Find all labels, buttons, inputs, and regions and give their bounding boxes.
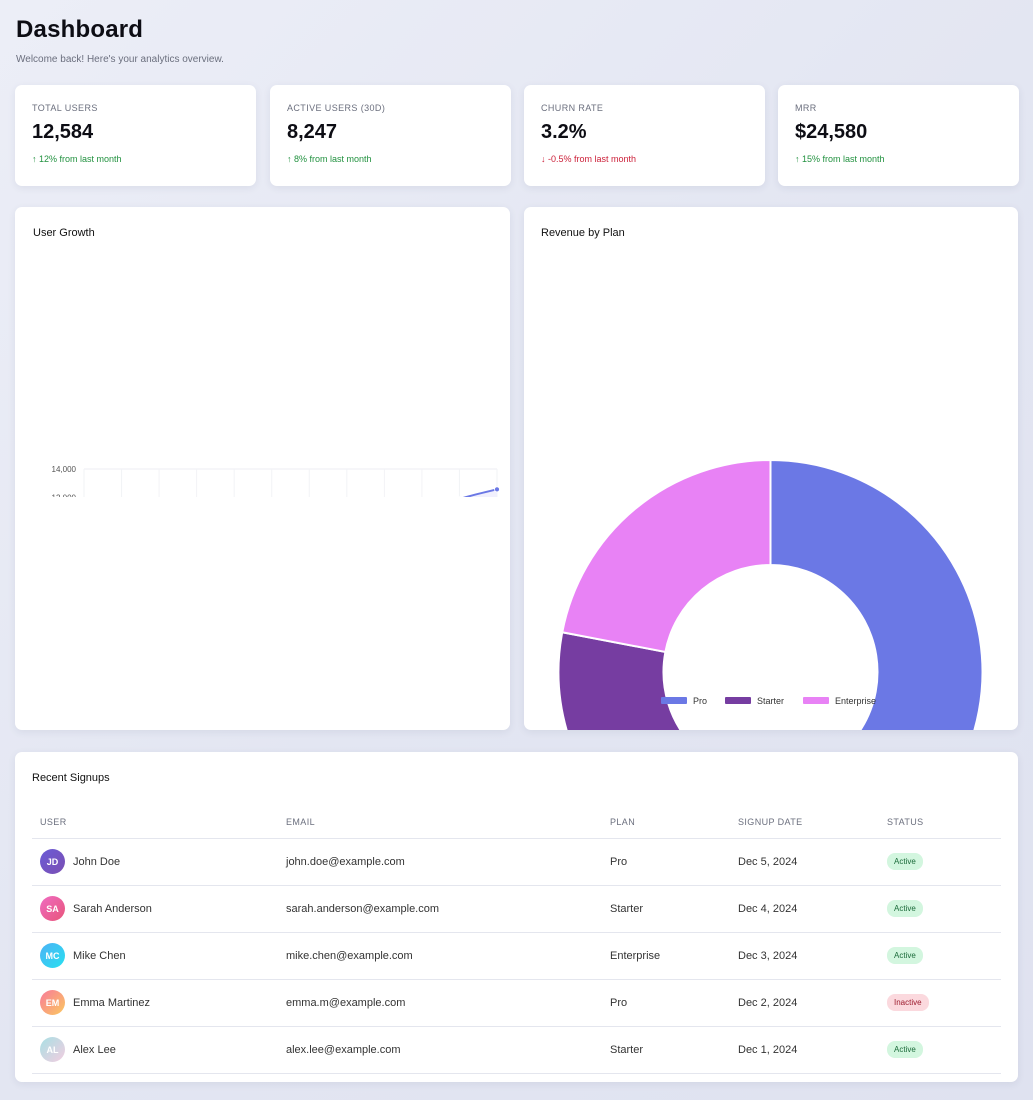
stat-label: TOTAL USERS: [32, 103, 98, 113]
table-row[interactable]: EM Emma Martinez emma.m@example.com Pro …: [32, 979, 1001, 1027]
user-name: Alex Lee: [73, 1043, 116, 1056]
slice-enterprise: [561, 458, 772, 654]
stat-change: ↑ 15% from last month: [795, 154, 885, 164]
user-cell: EM Emma Martinez: [40, 990, 278, 1015]
avatar: AL: [40, 1037, 65, 1062]
signup-date-cell: Dec 4, 2024: [730, 885, 879, 933]
status-badge: Active: [887, 853, 923, 870]
recent-signups-card: Recent Signups USER EMAIL PLAN SIGNUP DA…: [15, 752, 1018, 1082]
slice-pro: [769, 458, 984, 730]
series-line: [462, 488, 498, 497]
column-header-email[interactable]: EMAIL: [278, 806, 602, 839]
stat-label: MRR: [795, 103, 817, 113]
plan-cell: Pro: [602, 838, 730, 886]
stat-change: ↑ 12% from last month: [32, 154, 122, 164]
stat-label: CHURN RATE: [541, 103, 604, 113]
email-cell: alex.lee@example.com: [278, 1026, 602, 1074]
email-cell: john.doe@example.com: [278, 838, 602, 886]
user-cell: JD John Doe: [40, 849, 278, 874]
stat-card-total-users: TOTAL USERS 12,584 ↑ 12% from last month: [15, 85, 256, 186]
stat-value: 3.2%: [541, 121, 587, 143]
user-name: Sarah Anderson: [73, 902, 152, 915]
page-title: Dashboard: [16, 16, 144, 43]
legend-swatch-pro: [661, 697, 687, 704]
email-cell: mike.chen@example.com: [278, 932, 602, 980]
user-cell: AL Alex Lee: [40, 1037, 278, 1062]
stat-card-mrr: MRR $24,580 ↑ 15% from last month: [778, 85, 1019, 186]
y-tick-label: 12,000: [52, 494, 77, 497]
series-area: [466, 489, 497, 497]
data-point: [494, 486, 500, 493]
signup-date-cell: Dec 2, 2024: [730, 979, 879, 1027]
signup-date-cell: Dec 3, 2024: [730, 932, 879, 980]
status-badge: Active: [887, 947, 923, 964]
avatar: EM: [40, 990, 65, 1015]
status-badge: Active: [887, 1041, 923, 1058]
stat-value: 12,584: [32, 121, 94, 143]
page-header: Dashboard Welcome back! Here's your anal…: [16, 16, 224, 65]
stat-value: $24,580: [795, 121, 868, 143]
user-growth-card: User Growth 02,0004,0006,0008,00010,0001…: [15, 207, 510, 730]
legend-label-pro: Pro: [693, 696, 707, 706]
user-cell: MC Mike Chen: [40, 943, 278, 968]
revenue-by-plan-chart: Pro Starter Enterprise: [557, 458, 984, 730]
signups-table: USER EMAIL PLAN SIGNUP DATE STATUS JD Jo…: [32, 806, 1001, 1074]
recent-signups-title: Recent Signups: [32, 772, 110, 784]
page-subtitle: Welcome back! Here's your analytics over…: [16, 54, 224, 65]
user-growth-title: User Growth: [33, 227, 95, 239]
stat-card-active-users: ACTIVE USERS (30D) 8,247 ↑ 8% from last …: [270, 85, 511, 186]
stat-change: ↑ 8% from last month: [287, 154, 372, 164]
table-row[interactable]: MC Mike Chen mike.chen@example.com Enter…: [32, 932, 1001, 980]
avatar: SA: [40, 896, 65, 921]
user-name: Emma Martinez: [73, 996, 151, 1009]
user-growth-chart: 02,0004,0006,0008,00010,00012,00014,000J…: [52, 465, 500, 497]
avatar: MC: [40, 943, 65, 968]
plan-cell: Starter: [602, 885, 730, 933]
plan-cell: Starter: [602, 1026, 730, 1074]
status-badge: Inactive: [887, 994, 929, 1011]
revenue-by-plan-card: Revenue by Plan Pro Starter Enterprise: [524, 207, 1018, 730]
column-header-user[interactable]: USER: [32, 806, 278, 839]
signup-date-cell: Dec 5, 2024: [730, 838, 879, 886]
column-header-signup-date[interactable]: SIGNUP DATE: [730, 806, 879, 839]
stat-card-churn-rate: CHURN RATE 3.2% ↓ -0.5% from last month: [524, 85, 765, 186]
email-cell: emma.m@example.com: [278, 979, 602, 1027]
user-name: Mike Chen: [73, 949, 126, 962]
stat-change: ↓ -0.5% from last month: [541, 154, 637, 164]
table-row[interactable]: AL Alex Lee alex.lee@example.com Starter…: [32, 1026, 1001, 1074]
revenue-by-plan-title: Revenue by Plan: [541, 227, 625, 239]
email-cell: sarah.anderson@example.com: [278, 885, 602, 933]
legend-label-enterprise: Enterprise: [835, 696, 876, 706]
user-cell: SA Sarah Anderson: [40, 896, 278, 921]
table-row[interactable]: SA Sarah Anderson sarah.anderson@example…: [32, 885, 1001, 933]
plan-cell: Pro: [602, 979, 730, 1027]
signup-date-cell: Dec 1, 2024: [730, 1026, 879, 1074]
y-tick-label: 14,000: [52, 465, 77, 474]
plan-cell: Enterprise: [602, 932, 730, 980]
legend-label-starter: Starter: [757, 696, 784, 706]
legend-swatch-starter: [725, 697, 751, 704]
table-row[interactable]: JD John Doe john.doe@example.com Pro Dec…: [32, 838, 1001, 886]
stat-label: ACTIVE USERS (30D): [287, 103, 386, 113]
status-badge: Active: [887, 900, 923, 917]
slice-starter: [557, 631, 682, 730]
stat-value: 8,247: [287, 121, 338, 143]
column-header-plan[interactable]: PLAN: [602, 806, 730, 839]
user-name: John Doe: [73, 855, 121, 868]
avatar: JD: [40, 849, 65, 874]
legend-swatch-enterprise: [803, 697, 829, 704]
table-header-row: USER EMAIL PLAN SIGNUP DATE STATUS: [32, 806, 1001, 839]
column-header-status[interactable]: STATUS: [879, 806, 1001, 839]
